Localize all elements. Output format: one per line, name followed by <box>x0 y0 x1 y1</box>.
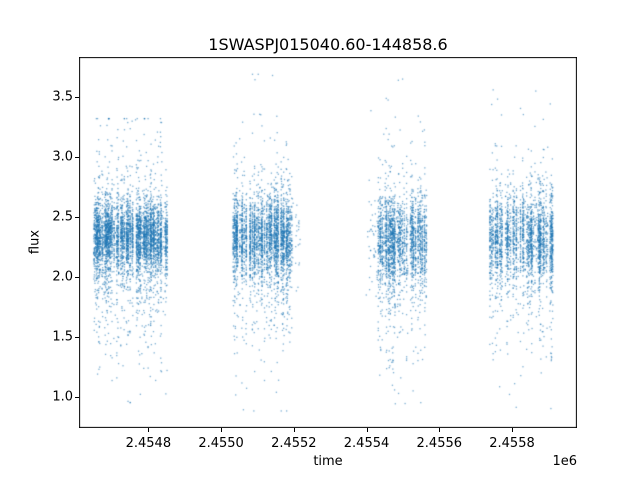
y-axis-label: flux <box>27 229 43 255</box>
x-tick-label: 2.4552 <box>271 436 317 451</box>
x-tick-label: 2.4550 <box>198 436 244 451</box>
y-tick-mark <box>75 336 79 338</box>
x-tick-mark <box>366 428 368 432</box>
y-tick-label: 3.0 <box>52 149 73 165</box>
y-tick-label: 2.0 <box>52 269 73 285</box>
y-tick-label: 2.5 <box>52 209 73 225</box>
x-tick-mark <box>221 428 223 432</box>
y-tick-label: 3.5 <box>52 89 73 105</box>
x-tick-label: 2.4558 <box>489 436 535 451</box>
y-tick-mark <box>75 156 79 158</box>
y-tick-mark <box>75 216 79 218</box>
x-tick-label: 2.4556 <box>416 436 463 451</box>
x-tick-mark <box>148 428 150 432</box>
chart-title: 1SWASPJ015040.60-144858.6 <box>208 35 448 54</box>
x-tick-label: 2.4548 <box>125 436 172 451</box>
y-tick-label: 1.0 <box>52 389 73 405</box>
y-tick-mark <box>75 396 79 398</box>
x-tick-label: 2.4554 <box>343 436 390 451</box>
x-axis-offset-text: 1e6 <box>552 454 577 469</box>
x-tick-mark <box>293 428 295 432</box>
y-tick-label: 1.5 <box>52 329 73 345</box>
y-tick-mark <box>75 276 79 278</box>
scatter-plot-canvas <box>79 57 577 428</box>
x-tick-mark <box>512 428 513 432</box>
x-tick-mark <box>439 428 441 432</box>
x-axis-label: time <box>313 454 343 469</box>
y-tick-mark <box>75 97 79 99</box>
